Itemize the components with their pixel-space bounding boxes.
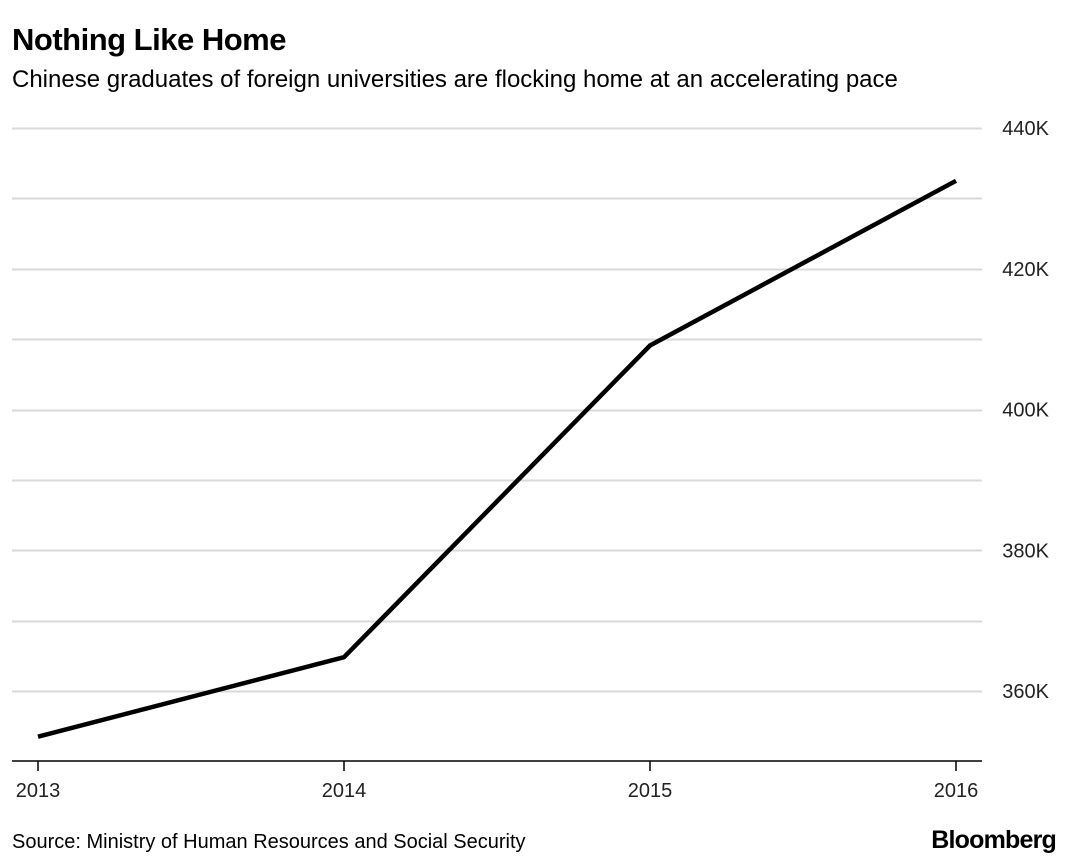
x-tick-label: 2014	[322, 780, 367, 802]
y-tick-label: 440K	[1002, 118, 1049, 140]
x-axis	[12, 760, 982, 771]
grid-lines	[12, 127, 982, 693]
y-tick-label: 400K	[1002, 400, 1049, 422]
y-axis-labels: 360K 380K 400K 420K 440K	[1002, 118, 1049, 703]
x-tick-label: 2016	[934, 780, 979, 802]
chart-subtitle: Chinese graduates of foreign universitie…	[12, 66, 898, 93]
x-axis-labels: 2013 2014 2015 2016	[16, 780, 979, 802]
y-tick-label: 380K	[1002, 540, 1049, 562]
brand-logo: Bloomberg	[931, 826, 1057, 854]
x-tick-label: 2013	[16, 780, 61, 802]
chart-title: Nothing Like Home	[12, 22, 286, 57]
series-layer	[37, 178, 958, 739]
source-note: Source: Ministry of Human Resources and …	[12, 831, 526, 853]
y-tick-label: 420K	[1002, 259, 1049, 281]
series-line	[37, 178, 958, 739]
x-tick-label: 2015	[628, 780, 673, 802]
y-tick-label: 360K	[1002, 681, 1049, 703]
